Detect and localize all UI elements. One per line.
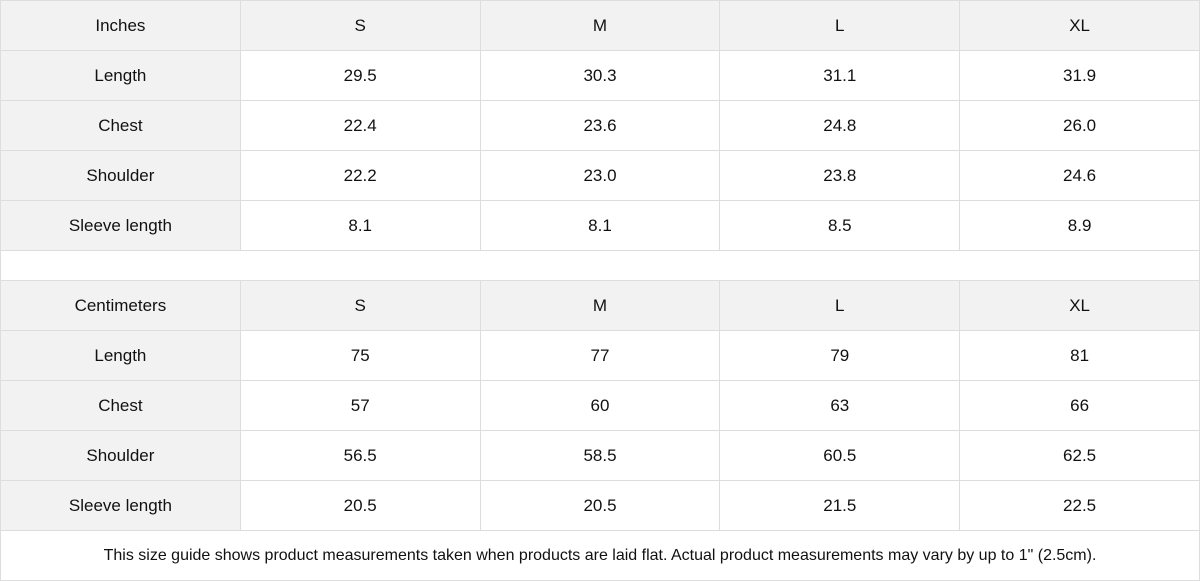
size-header: L — [719, 0, 961, 51]
table-row: Chest 57 60 63 66 — [0, 380, 1200, 431]
measurement-value: 8.1 — [479, 200, 721, 251]
measurement-value: 56.5 — [239, 430, 481, 481]
measurement-value: 60 — [479, 380, 721, 431]
measurement-value: 23.0 — [479, 150, 721, 201]
measurement-value: 22.5 — [959, 480, 1200, 531]
size-header: XL — [959, 280, 1200, 331]
measurement-value: 29.5 — [239, 50, 481, 101]
measurement-label: Sleeve length — [0, 200, 241, 251]
unit-header: Inches — [0, 0, 241, 51]
unit-header: Centimeters — [0, 280, 241, 331]
measurement-value: 60.5 — [719, 430, 961, 481]
measurement-value: 57 — [239, 380, 481, 431]
measurement-label: Length — [0, 50, 241, 101]
measurement-value: 23.8 — [719, 150, 961, 201]
size-header: S — [239, 280, 481, 331]
measurement-value: 24.6 — [959, 150, 1200, 201]
size-header: XL — [959, 0, 1200, 51]
measurement-value: 22.2 — [239, 150, 481, 201]
measurement-value: 8.5 — [719, 200, 961, 251]
measurement-label: Length — [0, 330, 241, 381]
measurement-value: 30.3 — [479, 50, 721, 101]
measurement-value: 20.5 — [479, 480, 721, 531]
measurement-value: 66 — [959, 380, 1200, 431]
size-guide-note: This size guide shows product measuremen… — [0, 531, 1200, 581]
measurement-value: 31.1 — [719, 50, 961, 101]
measurement-value: 26.0 — [959, 100, 1200, 151]
header-row: Inches S M L XL — [0, 0, 1200, 51]
measurement-value: 81 — [959, 330, 1200, 381]
table-row: Shoulder 22.2 23.0 23.8 24.6 — [0, 150, 1200, 201]
measurement-value: 77 — [479, 330, 721, 381]
table-row: Length 29.5 30.3 31.1 31.9 — [0, 50, 1200, 101]
measurement-value: 8.1 — [239, 200, 481, 251]
size-header: M — [479, 280, 721, 331]
measurement-value: 58.5 — [479, 430, 721, 481]
table-row: Shoulder 56.5 58.5 60.5 62.5 — [0, 430, 1200, 481]
measurement-label: Sleeve length — [0, 480, 241, 531]
table-spacer — [0, 251, 1200, 280]
measurement-value: 23.6 — [479, 100, 721, 151]
size-header: M — [479, 0, 721, 51]
header-row: Centimeters S M L XL — [0, 280, 1200, 331]
centimeters-size-table: Centimeters S M L XL Length 75 77 79 81 Chest 57 60 6… — [0, 280, 1200, 531]
measurement-label: Chest — [0, 100, 241, 151]
measurement-label: Shoulder — [0, 430, 241, 481]
measurement-value: 75 — [239, 330, 481, 381]
table-row: Chest 22.4 23.6 24.8 26.0 — [0, 100, 1200, 151]
table-row: Length 75 77 79 81 — [0, 330, 1200, 381]
measurement-value: 63 — [719, 380, 961, 431]
measurement-value: 31.9 — [959, 50, 1200, 101]
measurement-value: 8.9 — [959, 200, 1200, 251]
measurement-value: 79 — [719, 330, 961, 381]
table-row: Sleeve length 8.1 8.1 8.5 8.9 — [0, 200, 1200, 251]
inches-size-table: Inches S M L XL Length 29.5 30.3 31.1 31.9 Chest 22… — [0, 0, 1200, 251]
measurement-label: Shoulder — [0, 150, 241, 201]
size-header: L — [719, 280, 961, 331]
measurement-value: 22.4 — [239, 100, 481, 151]
measurement-value: 24.8 — [719, 100, 961, 151]
table-row: Sleeve length 20.5 20.5 21.5 22.5 — [0, 480, 1200, 531]
measurement-value: 62.5 — [959, 430, 1200, 481]
measurement-value: 21.5 — [719, 480, 961, 531]
measurement-label: Chest — [0, 380, 241, 431]
size-header: S — [239, 0, 481, 51]
measurement-value: 20.5 — [239, 480, 481, 531]
